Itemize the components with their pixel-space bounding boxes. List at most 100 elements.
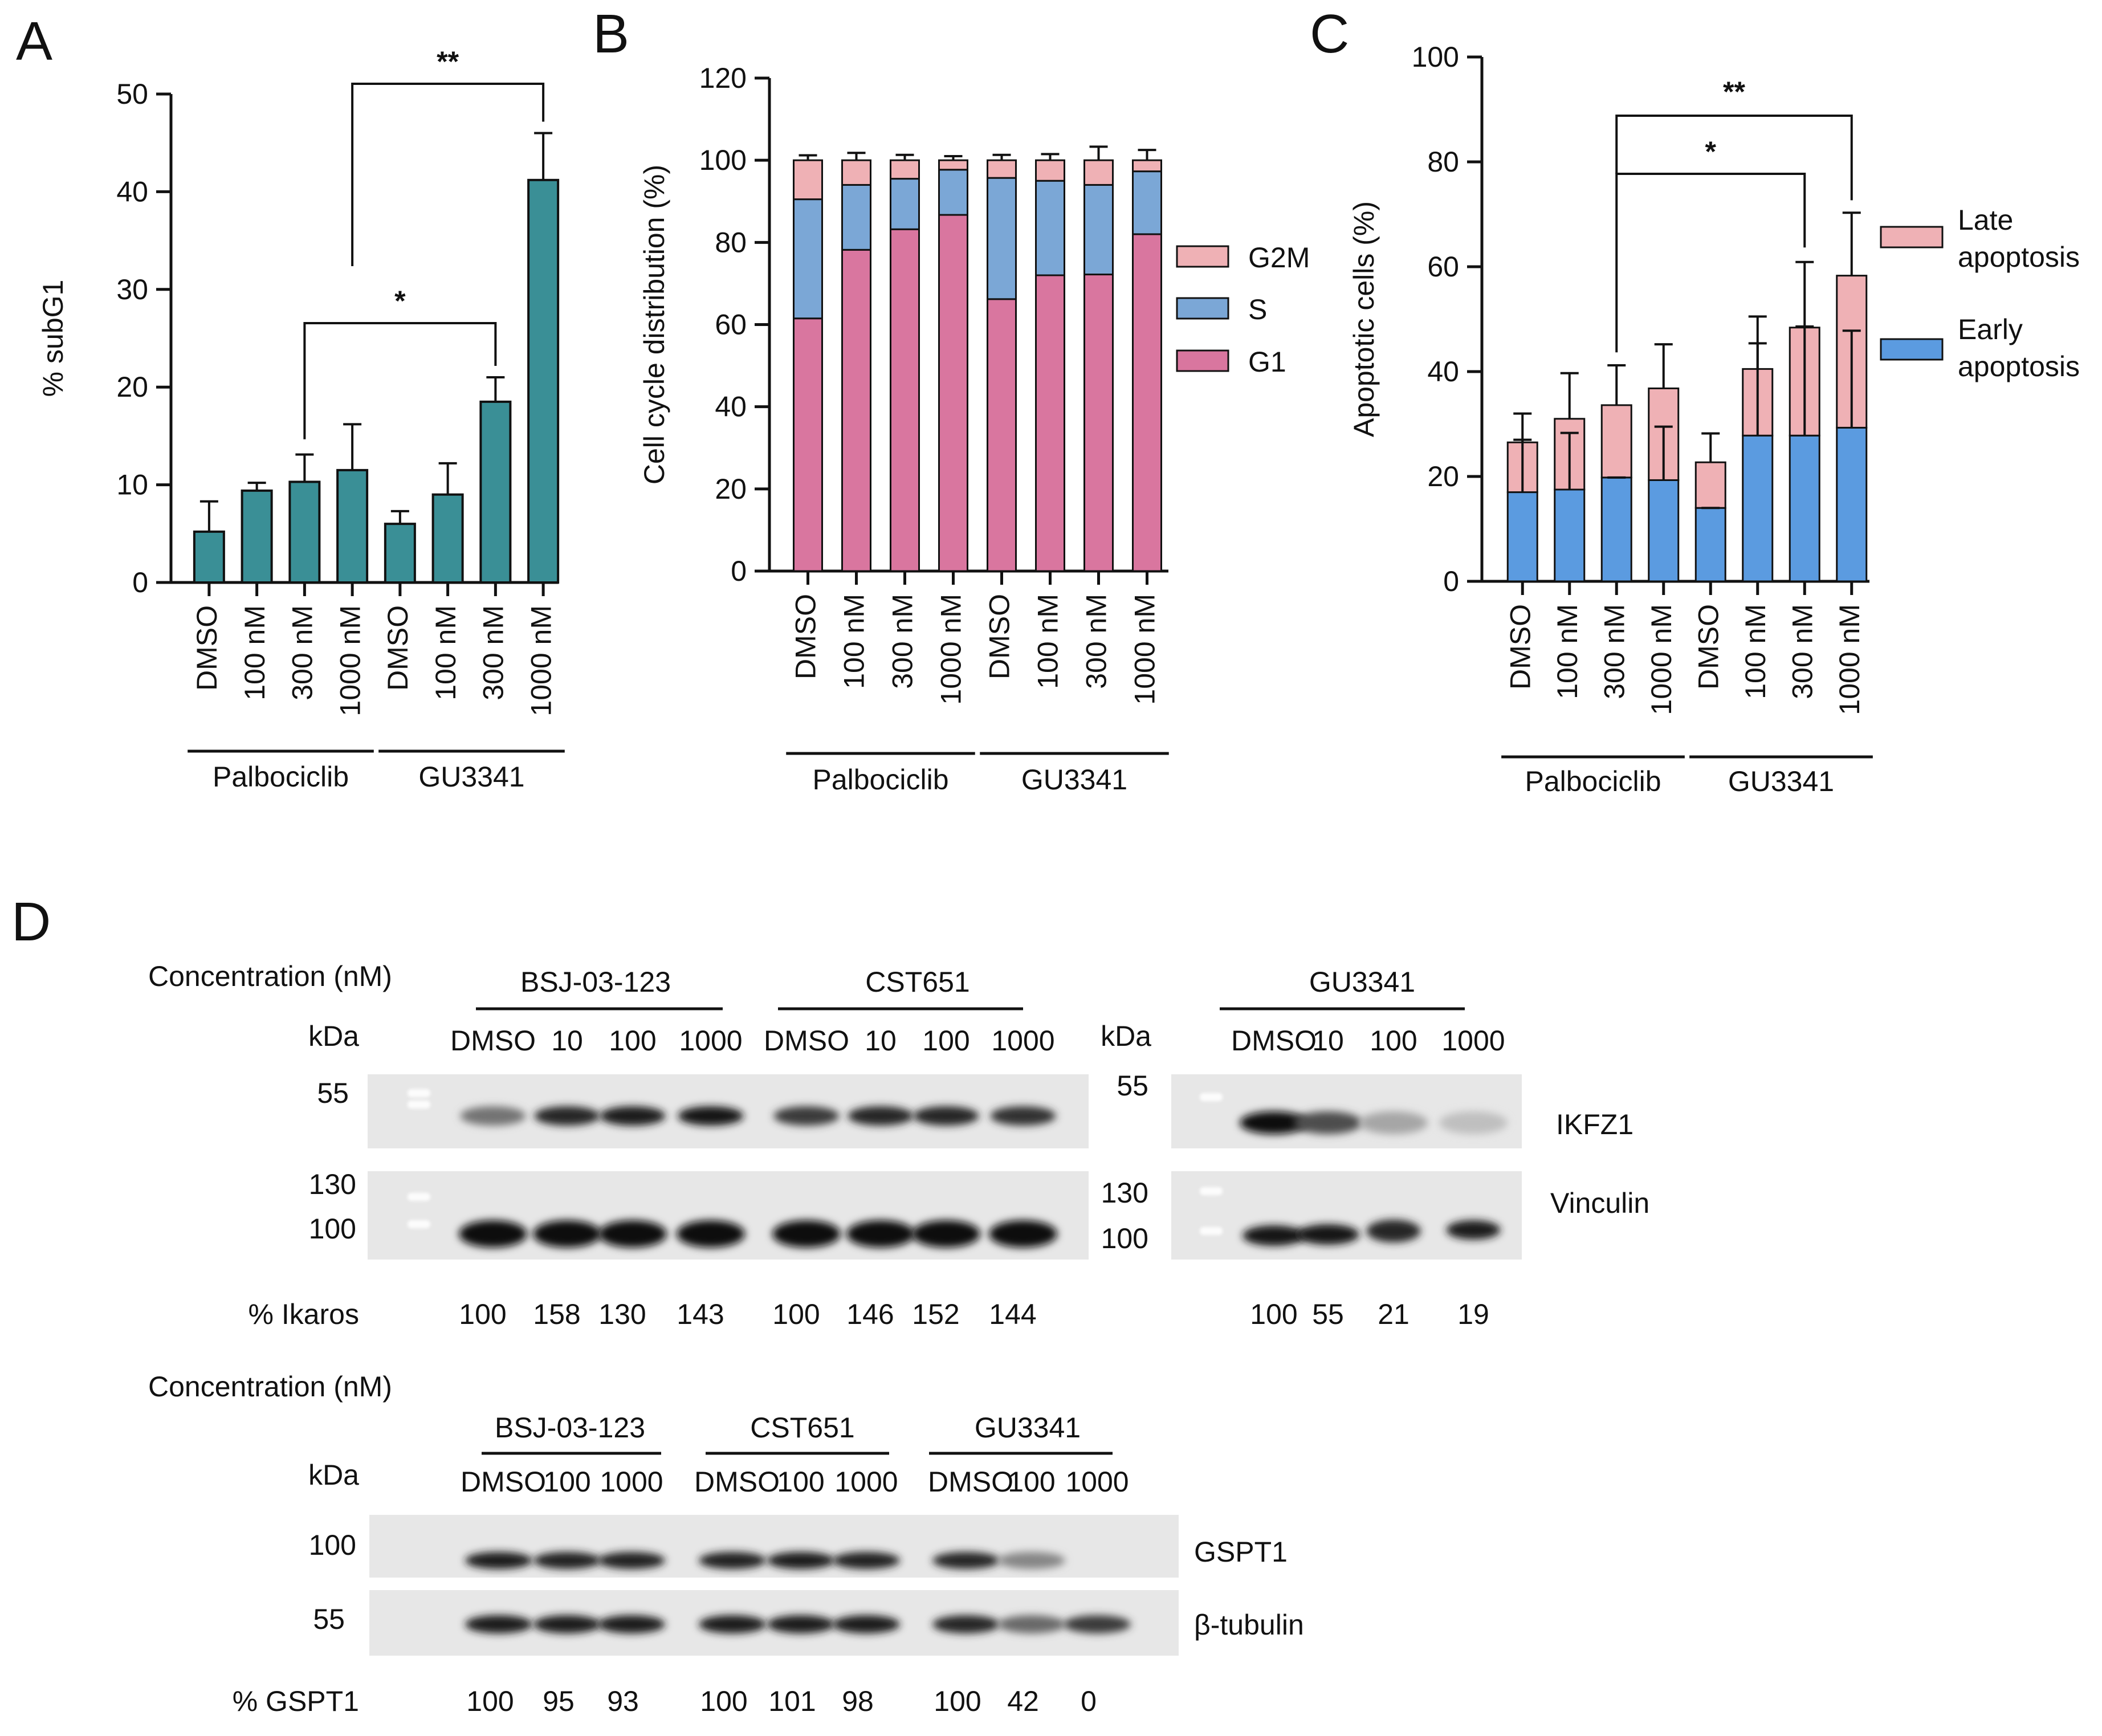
c-xtick-label: 1000 nM	[1834, 604, 1865, 715]
b-bar-g2m	[793, 159, 823, 201]
c-bar-early	[1506, 491, 1538, 582]
quant-value-gspt1: 95	[543, 1685, 575, 1717]
c-xtick-label: 300 nM	[1598, 604, 1630, 699]
ladder-band	[408, 1089, 430, 1097]
a-ytick-label: 50	[116, 78, 148, 110]
a-group-label: Palbociclib	[213, 761, 349, 793]
blot-group-label-bottom: CST651	[750, 1412, 854, 1444]
b-xtick-label: DMSO	[984, 594, 1016, 679]
chart-b: 0 20 40 60 80 100 120 Cell cycle distribution (…	[638, 62, 1310, 796]
a-xtick-label: 100 nM	[430, 605, 462, 700]
blot-group-label-top: GU3341	[1309, 966, 1415, 998]
b-group-label: GU3341	[1021, 764, 1127, 796]
a-xtick-label: 100 nM	[239, 605, 271, 700]
lane-label-top: 1000	[679, 1025, 742, 1057]
vinculin-band	[1446, 1220, 1501, 1240]
vinculin-band	[912, 1220, 980, 1248]
quant-value-ikaros: 144	[989, 1298, 1036, 1330]
a-ytick-label: 30	[116, 274, 148, 305]
b-bar-g1	[987, 298, 1017, 572]
b-bar-s	[841, 184, 871, 251]
panel-letter-b: B	[593, 3, 629, 64]
c-legend-label: Late	[1958, 204, 2013, 236]
quant-value-ikaros: 146	[846, 1298, 894, 1330]
c-bar-early	[1648, 479, 1680, 582]
quant-value-ikaros: 55	[1312, 1298, 1344, 1330]
lane-label-bottom: 100	[1008, 1466, 1055, 1498]
b-legend-swatch	[1176, 349, 1229, 372]
c-xtick-label: 300 nM	[1786, 604, 1818, 699]
b-xtick-label: 100 nM	[838, 594, 870, 689]
b-ytick-label: 120	[699, 62, 747, 94]
a-ytick-label: 20	[116, 371, 148, 403]
a-bar	[384, 523, 416, 584]
a-xtick-label: DMSO	[382, 605, 414, 691]
lane-label-top: 10	[551, 1025, 583, 1057]
b-bar-s	[938, 169, 968, 216]
ikfz1-band	[678, 1106, 744, 1126]
b-xtick-label: 300 nM	[887, 594, 919, 689]
c-group-label: GU3341	[1728, 765, 1834, 797]
b-group-label: Palbociclib	[812, 764, 948, 796]
a-bar	[336, 468, 369, 584]
c-xtick-label: 100 nM	[1740, 604, 1771, 699]
mw-marker: 55	[313, 1603, 345, 1635]
a-xtick-label: 300 nM	[478, 605, 510, 700]
b-bar-s	[987, 177, 1017, 300]
b-bar-g1	[890, 228, 920, 572]
protein-label-tubulin: β-tubulin	[1194, 1609, 1304, 1641]
b-bar-g2m	[1132, 159, 1162, 173]
a-sig-bracket	[303, 322, 497, 439]
quant-value-gspt1: 93	[607, 1685, 639, 1717]
lane-label-top: DMSO	[1231, 1025, 1317, 1057]
ikfz1-band	[1439, 1111, 1508, 1134]
b-legend-label: G1	[1248, 346, 1286, 378]
ladder-band	[1200, 1093, 1223, 1101]
lane-label-bottom: 1000	[1065, 1466, 1129, 1498]
c-sig-label: **	[1723, 76, 1745, 108]
tubulin-band	[465, 1615, 532, 1633]
b-bar-g1	[1035, 274, 1065, 572]
quant-value-ikaros: 143	[677, 1298, 724, 1330]
lane-label-bottom: 1000	[600, 1466, 663, 1498]
c-bar-late	[1600, 404, 1632, 479]
a-xtick-label: 300 nM	[287, 605, 319, 700]
mw-marker: 100	[309, 1529, 356, 1561]
panel-letter-d: D	[11, 891, 51, 952]
gspt1-band	[465, 1552, 532, 1569]
ikfz1-band	[913, 1106, 979, 1126]
ladder-band	[408, 1220, 430, 1228]
gspt1-band	[998, 1552, 1065, 1569]
quant-value-ikaros: 158	[533, 1298, 580, 1330]
tubulin-band	[533, 1615, 601, 1633]
a-sig-bracket	[351, 83, 545, 266]
b-xtick-label: DMSO	[790, 594, 822, 679]
vinculin-band	[1297, 1224, 1359, 1245]
b-bar-g1	[793, 317, 823, 572]
a-ytick-label: 40	[116, 176, 148, 207]
gspt1-band	[533, 1552, 601, 1569]
vinculin-membrane-right	[1171, 1171, 1522, 1260]
ikfz1-band	[1359, 1111, 1428, 1134]
a-xtick-label: 1000 nM	[525, 605, 557, 716]
c-ytick-label: 40	[1427, 356, 1459, 388]
mw-marker: 130	[309, 1168, 356, 1200]
concentration-label-bottom: Concentration (nM)	[148, 1371, 392, 1403]
quant-label-gspt1: % GSPT1	[233, 1685, 359, 1717]
mw-marker: 55	[1117, 1070, 1148, 1102]
blot-group-label-bottom: BSJ-03-123	[495, 1412, 645, 1444]
a-sig-label: *	[394, 285, 406, 317]
b-bar-g2m	[841, 159, 871, 186]
a-bar	[241, 489, 273, 584]
quant-value-ikaros: 130	[598, 1298, 646, 1330]
a-bar	[431, 493, 464, 584]
quant-value-gspt1: 42	[1007, 1685, 1039, 1717]
quant-value-ikaros: 100	[459, 1298, 506, 1330]
lane-label-bottom: 100	[777, 1466, 824, 1498]
vinculin-band	[1366, 1220, 1421, 1242]
vinculin-band	[533, 1220, 601, 1248]
b-legend-label: G2M	[1248, 242, 1310, 274]
gspt1-band	[767, 1552, 834, 1569]
c-bar-early	[1554, 488, 1586, 582]
